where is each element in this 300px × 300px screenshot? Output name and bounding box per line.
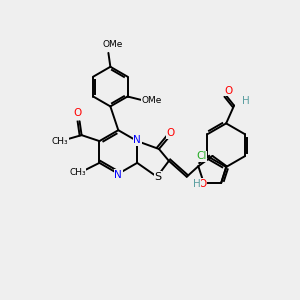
Text: H: H: [242, 96, 250, 106]
Text: N: N: [133, 135, 141, 145]
Text: N: N: [114, 170, 122, 180]
Text: Cl: Cl: [196, 151, 206, 161]
Text: O: O: [167, 128, 175, 138]
Text: O: O: [74, 108, 82, 118]
Text: O: O: [199, 179, 207, 189]
Text: H: H: [193, 179, 200, 189]
Text: CH₃: CH₃: [52, 136, 68, 146]
Text: CH₃: CH₃: [69, 168, 86, 177]
Text: OMe: OMe: [141, 96, 161, 105]
Text: O: O: [224, 86, 232, 96]
Text: S: S: [154, 172, 161, 182]
Text: OMe: OMe: [102, 40, 122, 50]
